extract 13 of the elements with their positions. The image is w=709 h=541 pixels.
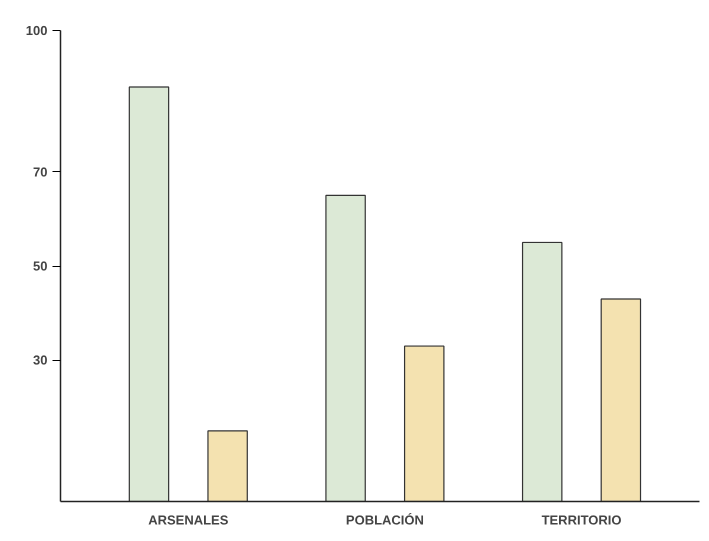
y-tick-label: 70 — [33, 164, 48, 180]
bar — [325, 194, 366, 502]
bar — [600, 298, 642, 502]
bar — [522, 242, 562, 502]
bar — [207, 430, 248, 502]
y-tick-label: 50 — [33, 258, 48, 274]
bar — [404, 345, 444, 502]
x-tick-label: POBLACIÓN — [346, 512, 424, 528]
x-tick-label: ARSENALES — [148, 512, 229, 528]
y-tick-label: 30 — [33, 352, 48, 368]
y-tick-label: 100 — [26, 23, 48, 38]
bar — [128, 86, 170, 502]
x-tick-label: TERRITORIO — [542, 512, 622, 528]
